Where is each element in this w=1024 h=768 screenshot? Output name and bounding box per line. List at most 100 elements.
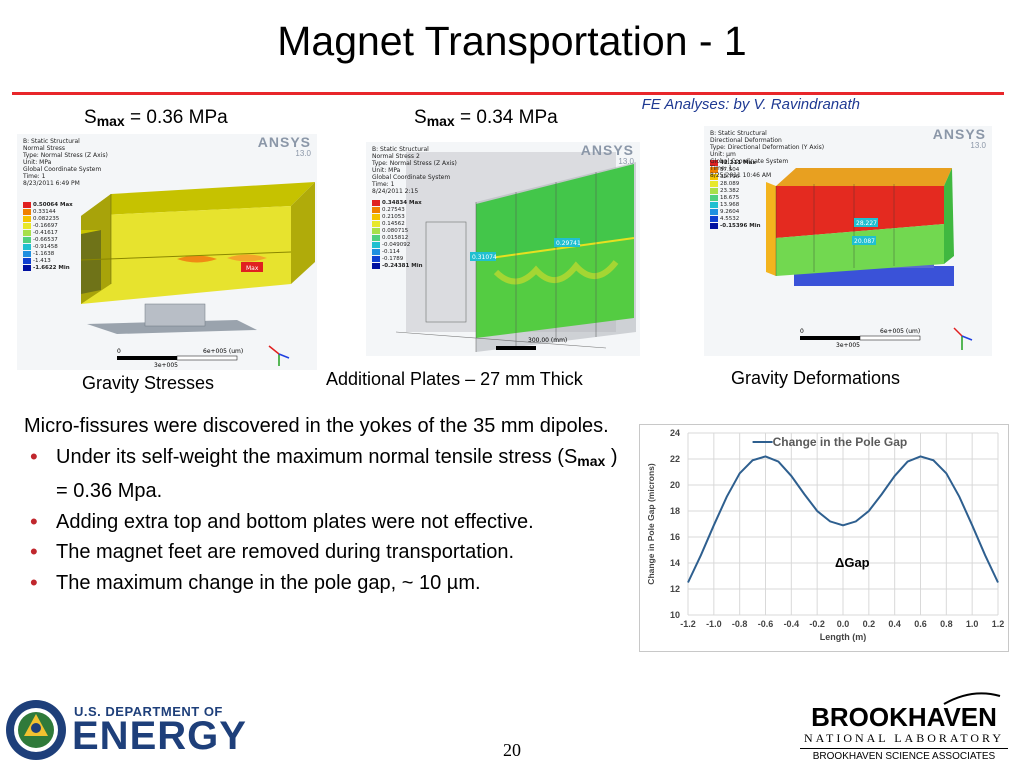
legend-value: 13.968 — [720, 202, 740, 208]
bnl-line2: NATIONAL LABORATORY — [803, 731, 1004, 745]
bullet-item: The magnet feet are removed during trans… — [24, 537, 634, 568]
legend-value: -1.6622 Min — [33, 265, 70, 271]
legend-value: 0.27543 — [382, 207, 405, 213]
fea-panel-gravity-deformations: 28.227 20.087 42.211 Max 37.504 32.796 2… — [704, 126, 992, 356]
x-tick-label: 0.0 — [837, 619, 850, 629]
legend-value: 0.33144 — [33, 209, 56, 215]
legend-value: 42.211 Max — [720, 160, 756, 166]
legend-value: 18.675 — [720, 195, 740, 201]
x-tick-label: -1.2 — [680, 619, 696, 629]
legend-value: -1.1638 — [33, 251, 55, 257]
legend-value: 0.082235 — [33, 216, 60, 222]
legend-value: -1.413 — [33, 258, 51, 264]
legend-value: -0.16697 — [33, 223, 58, 229]
doe-seal-icon — [6, 700, 66, 760]
slide-title: Magnet Transportation - 1 — [277, 18, 747, 64]
legend-value: 37.504 — [720, 167, 740, 173]
x-tick-label: -0.6 — [758, 619, 774, 629]
y-tick-label: 22 — [670, 454, 680, 464]
legend-value: 28.089 — [720, 181, 740, 187]
y-axis-label: Change in Pole Gap (microns) — [646, 463, 656, 585]
probe-b-value: 20.087 — [854, 238, 875, 245]
legend-value: -0.15396 Min — [720, 223, 761, 229]
page-number: 20 — [503, 740, 521, 760]
caption-gravity-deformations: Gravity Deformations — [731, 368, 901, 388]
pole-gap-chart: 10 12 14 16 18 20 22 24 -1.2 -1.0 -0.8 -0.6 -0.4 -0.2… — [639, 424, 1009, 652]
scale-bar-1: 0 6e+005 (um) 3e+005 — [117, 348, 243, 369]
ansys-logo: ANSYS 13.0 — [257, 134, 311, 158]
svg-text:6e+005 (um): 6e+005 (um) — [880, 328, 920, 335]
probe-a-value: 0.31074 — [472, 254, 497, 261]
title-divider — [12, 92, 1004, 95]
svg-text:6e+005 (um): 6e+005 (um) — [203, 348, 243, 355]
legend-value: 0.080715 — [382, 228, 409, 234]
x-tick-label: -0.2 — [809, 619, 825, 629]
caption-gravity-stresses: Gravity Stresses — [82, 373, 215, 393]
doe-line1: U.S. DEPARTMENT OF — [74, 704, 223, 719]
probe-a — [470, 252, 496, 261]
x-tick-label: -1.0 — [706, 619, 722, 629]
fea-model-render-1: Max 0.50064 Max 0.33144 0.082235 -0.1669… — [23, 182, 315, 369]
legend-value: 0.015812 — [382, 235, 408, 241]
fea-model-render-3: 28.227 20.087 42.211 Max 37.504 32.796 2… — [710, 160, 973, 350]
x-tick-label: 1.2 — [992, 619, 1005, 629]
color-legend-1 — [23, 202, 31, 271]
x-tick-label: 0.6 — [914, 619, 927, 629]
scale-bar-2: 300.00 (mm) — [496, 337, 567, 350]
ansys-logo: ANSYS 13.0 — [932, 126, 986, 150]
x-tick-label: -0.8 — [732, 619, 748, 629]
svg-text:3e+005: 3e+005 — [836, 342, 860, 349]
x-axis-label: Length (m) — [820, 632, 867, 642]
bullet-item: The maximum change in the pole gap, ~ 10… — [24, 568, 634, 599]
legend-label: Change in the Pole Gap — [773, 435, 908, 449]
probe-a-value: 28.227 — [856, 220, 877, 227]
y-tick-label: 12 — [670, 584, 680, 594]
color-legend-3 — [710, 160, 718, 229]
y-tick-label: 20 — [670, 480, 680, 490]
legend-value: -0.049092 — [382, 242, 410, 248]
series-line-pole-gap — [687, 455, 999, 583]
analysis-credit: FE Analyses: by V. Ravindranath — [641, 96, 860, 113]
bnl-divider — [800, 748, 1008, 749]
legend-value: 0.50064 Max — [33, 202, 73, 208]
analysis-info: B: Static Structural Directional Deformat… — [710, 130, 825, 179]
legend-value: 0.14562 — [382, 221, 405, 227]
x-tick-label: 0.4 — [888, 619, 901, 629]
svg-text:300.00 (mm): 300.00 (mm) — [528, 337, 567, 344]
y-tick-label: 10 — [670, 610, 680, 620]
bnl-logo: BROOKHAVEN NATIONAL LABORATORY BROOKHAVE… — [800, 692, 1008, 762]
bnl-swoosh-icon — [943, 692, 1001, 705]
legend-value: -0.91458 — [33, 244, 58, 250]
doe-logo: U.S. DEPARTMENT OF ENERGY — [4, 698, 254, 762]
probe-b — [852, 236, 876, 245]
scale-bar-3: 0 6e+005 (um) 3e+005 — [800, 328, 921, 349]
doe-line2: ENERGY — [72, 714, 247, 758]
legend-value: 0.21053 — [382, 214, 405, 220]
y-tick-label: 14 — [670, 558, 680, 568]
axis-triad-icon — [268, 345, 290, 366]
ansys-logo: ANSYS 13.0 — [580, 142, 634, 166]
x-tick-label: -0.4 — [784, 619, 800, 629]
legend-value: 9.2604 — [720, 209, 740, 215]
bullet-item: Adding extra top and bottom plates were … — [24, 507, 634, 538]
y-tick-label: 16 — [670, 532, 680, 542]
bnl-line3: BROOKHAVEN SCIENCE ASSOCIATES — [812, 751, 996, 762]
legend-value: 4.5532 — [720, 216, 739, 222]
color-legend-2 — [372, 200, 380, 269]
fea-model-render-2: 0.31074 0.29741 0.34834 Max 0.27543 0.21… — [372, 152, 636, 352]
pole-gap-chart-svg: 10 12 14 16 18 20 22 24 -1.2 -1.0 -0.8 -0.6 -0.4 -0.2… — [646, 428, 1005, 642]
y-tick-label: 18 — [670, 506, 680, 516]
svg-text:3e+005: 3e+005 — [154, 362, 178, 369]
body-text: Micro-fissures were discovered in the yo… — [24, 411, 634, 598]
max-marker — [241, 262, 263, 272]
analysis-info: B: Static Structural Normal Stress 2 Type:… — [372, 146, 457, 195]
x-tick-label: 1.0 — [966, 619, 979, 629]
x-tick-label: 0.2 — [863, 619, 876, 629]
stress-label-1: Smax = 0.36 MPa — [84, 107, 228, 129]
legend-value: -0.24381 Min — [382, 263, 423, 269]
svg-text:0: 0 — [800, 328, 804, 335]
legend-value: 23.382 — [720, 188, 739, 194]
axis-triad-icon — [953, 327, 973, 350]
delta-gap-annotation: ΔGap — [835, 555, 870, 570]
intro-paragraph: Micro-fissures were discovered in the yo… — [24, 415, 609, 437]
